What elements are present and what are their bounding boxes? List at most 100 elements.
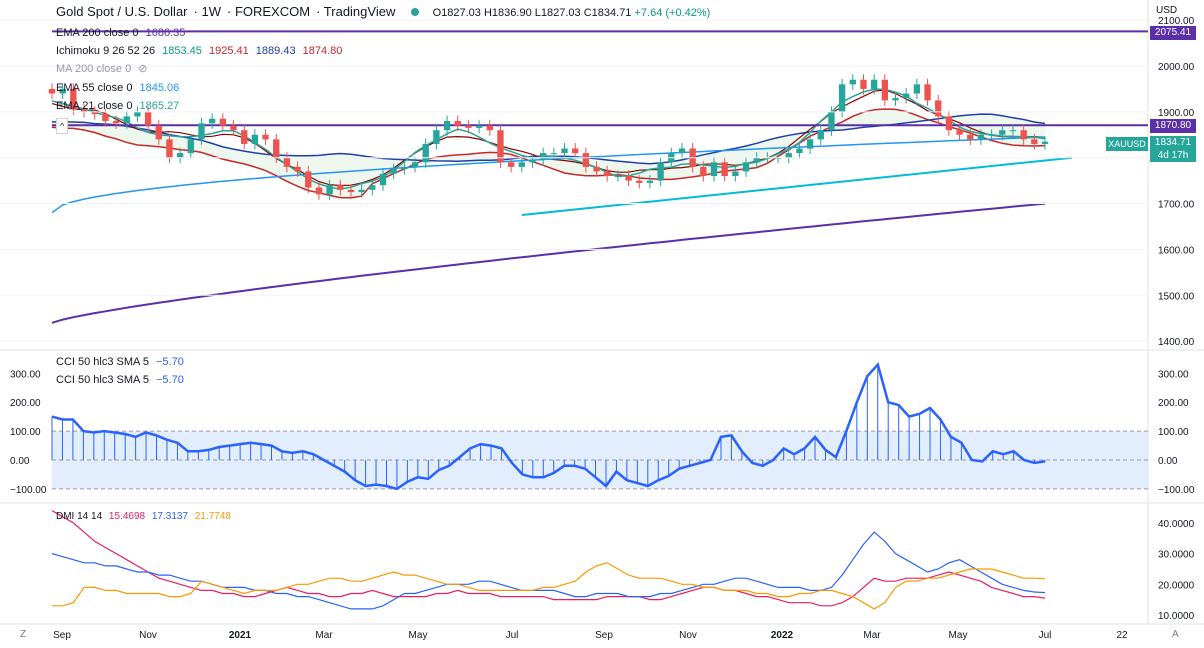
ema21-value: 1865.27 xyxy=(139,100,180,112)
price-tick-label: 1600.00 xyxy=(1158,245,1195,256)
dmi-plus-value: 15.4698 xyxy=(108,511,146,522)
candle-body xyxy=(305,171,312,188)
candle-body xyxy=(347,189,355,193)
candle-body xyxy=(112,121,120,124)
cci-tick-label-left: 200.00 xyxy=(10,398,41,409)
time-tick-label: 22 xyxy=(1116,630,1128,641)
cci-tick-label-left: 100.00 xyxy=(10,427,41,438)
legend-ema200[interactable]: EMA 200 close 0 1686.35 xyxy=(56,26,189,40)
cci-line xyxy=(51,362,1046,491)
dmi-tick-label: 40.0000 xyxy=(1158,519,1195,530)
time-tick-label: May xyxy=(409,630,428,641)
candle-body xyxy=(999,130,1006,135)
collapse-legend-button[interactable]: ^ xyxy=(56,118,69,134)
cci-value-1: −5.70 xyxy=(156,356,184,368)
dmi-adx-value: 21.7748 xyxy=(194,511,231,522)
bar-countdown: 4d 17h xyxy=(1157,150,1189,161)
candle-body xyxy=(390,169,397,174)
candle-body xyxy=(369,185,376,190)
ema21-line xyxy=(51,88,1046,190)
interval[interactable]: 1W xyxy=(201,4,221,19)
candle-body xyxy=(796,148,803,154)
change-value: +7.64 (+0.42%) xyxy=(634,7,711,19)
auto-scale-toggle[interactable]: A xyxy=(1172,629,1179,640)
time-tick-label: Sep xyxy=(595,630,613,641)
candle-body xyxy=(732,171,739,177)
dmi-line-adx xyxy=(52,562,1046,610)
candle-body xyxy=(572,148,579,154)
candle-body xyxy=(48,88,56,94)
candle-body xyxy=(892,98,899,101)
legend-ichimoku[interactable]: Ichimoku 9 26 52 26 1853.45 1925.41 1889… xyxy=(56,44,346,58)
candle-body xyxy=(507,162,515,167)
candle-body xyxy=(358,189,365,193)
cci-tick-label-left: 0.00 xyxy=(10,456,30,467)
time-tick-label: Sep xyxy=(53,630,71,641)
dmi-tick-label: 20.0000 xyxy=(1158,580,1195,591)
cci-tick-label-right: −100.00 xyxy=(1158,485,1195,496)
candle-body xyxy=(166,139,173,158)
candle-body xyxy=(134,111,141,117)
legend-cci-2[interactable]: CCI 50 hlc3 SMA 5 −5.70 xyxy=(56,373,188,387)
legend-dmi[interactable]: DMI 14 14 15.4698 17.3137 21.7748 xyxy=(56,510,235,524)
candle-body xyxy=(59,88,66,94)
legend-ema21[interactable]: EMA 21 close 0 1865.27 xyxy=(56,99,183,113)
legend-ema55[interactable]: EMA 55 close 0 1845.06 xyxy=(56,81,183,95)
candle-body xyxy=(1020,130,1027,140)
candle-body xyxy=(539,153,547,160)
candle-body xyxy=(241,130,248,144)
candle-body xyxy=(657,162,664,181)
ichimoku-label: Ichimoku 9 26 52 26 xyxy=(56,45,156,57)
candle-body xyxy=(838,84,846,112)
candle-body xyxy=(625,176,632,181)
candle-body xyxy=(870,79,878,89)
candle-body xyxy=(443,121,451,131)
cci-tick-label-right: 200.00 xyxy=(1158,398,1189,409)
candle-body xyxy=(102,114,109,122)
cci-label-1: CCI 50 hlc3 SMA 5 xyxy=(56,356,149,368)
currency-label[interactable]: USD xyxy=(1156,5,1178,16)
candle-body xyxy=(614,176,622,178)
candle-body xyxy=(198,123,205,140)
candle-body xyxy=(1041,141,1049,144)
candle-body xyxy=(604,171,611,177)
last-price: 1834.71 xyxy=(1154,137,1192,148)
candle-body xyxy=(401,166,408,170)
ichimoku-v1: 1853.45 xyxy=(162,45,202,57)
price-tick-label: 2100.00 xyxy=(1158,16,1195,27)
close-value: C1834.71 xyxy=(583,7,632,19)
eye-off-icon[interactable]: ⊘ xyxy=(138,63,148,75)
dmi-plot xyxy=(51,510,1046,610)
candle-body xyxy=(710,162,718,177)
low-value: L1827.03 xyxy=(534,7,581,19)
ema200-line xyxy=(51,202,1046,324)
symbol-title[interactable]: Gold Spot / U.S. Dollar xyxy=(56,4,188,19)
badge-last-price: 1834.71 4d 17h xyxy=(1150,136,1196,162)
candle-body xyxy=(529,159,536,163)
candle-body xyxy=(1009,130,1017,132)
market-status-icon xyxy=(410,8,419,16)
candle-body xyxy=(753,157,760,163)
cci-tick-label-right: 300.00 xyxy=(1158,369,1189,380)
timezone-toggle[interactable]: Z xyxy=(20,629,27,640)
candle-body xyxy=(561,148,568,154)
time-tick-label: Mar xyxy=(863,630,881,641)
time-tick-label: Nov xyxy=(679,630,697,641)
candle-body xyxy=(785,153,792,158)
time-tick-label: Mar xyxy=(315,630,333,641)
cci-tick-label-right: 100.00 xyxy=(1158,427,1189,438)
candlesticks xyxy=(48,74,1049,200)
ichimoku-cloud xyxy=(52,109,1045,198)
candle-body xyxy=(91,111,98,115)
legend-cci-1[interactable]: CCI 50 hlc3 SMA 5 −5.70 xyxy=(56,355,188,369)
cci-tick-label-left: −100.00 xyxy=(10,485,47,496)
candle-body xyxy=(422,143,429,163)
candle-body xyxy=(155,125,162,140)
candle-body xyxy=(700,166,707,177)
ichimoku-v3: 1889.43 xyxy=(255,45,296,57)
legend-ma200[interactable]: MA 200 close 0 ⊘ xyxy=(56,62,152,76)
candle-body xyxy=(849,79,856,85)
dmi-label: DMI 14 14 xyxy=(56,511,103,522)
candle-body xyxy=(646,180,654,183)
